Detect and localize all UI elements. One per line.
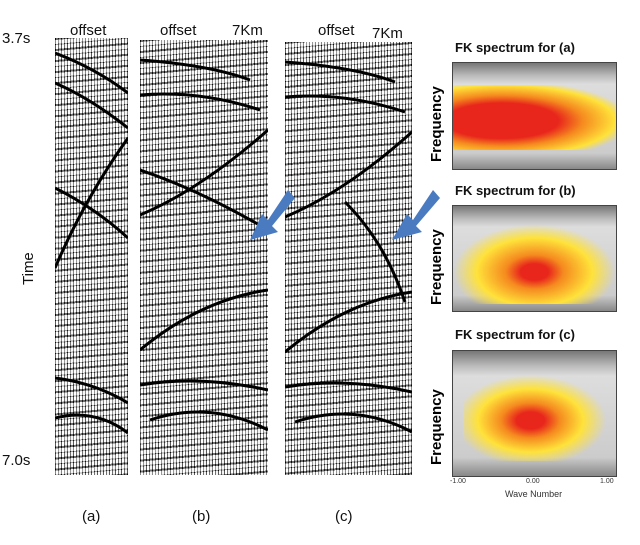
fk-title-b: FK spectrum for (b) [455, 183, 576, 198]
time-start-label: 3.7s [2, 30, 31, 47]
fk-xtick-max: 1.00 [600, 478, 614, 485]
panel-c-offset-label: offset [318, 22, 355, 39]
seismic-panel-a [55, 38, 128, 475]
panel-c-distance-label: 7Km [372, 25, 403, 42]
arrow-icon-b [250, 190, 295, 240]
fk-ylabel-b: Frequency [428, 229, 445, 305]
panel-b-caption: (b) [192, 508, 211, 525]
fk-xtick-min: -1.00 [450, 478, 466, 485]
fk-ylabel-a: Frequency [428, 86, 445, 162]
fk-spectrum-c [452, 350, 617, 477]
panel-b-distance-label: 7Km [232, 22, 263, 39]
fk-spectrum-a [452, 62, 617, 170]
time-end-label: 7.0s [2, 452, 31, 469]
fk-title-c: FK spectrum for (c) [455, 327, 575, 342]
arrow-icon-c [392, 190, 440, 240]
seismic-panel-b [140, 40, 268, 475]
panel-a-caption: (a) [82, 508, 101, 525]
fk-xtick-zero: 0.00 [526, 478, 540, 485]
seismic-panel-c [285, 42, 412, 475]
time-axis-label: Time [20, 252, 37, 285]
panel-b-offset-label: offset [160, 22, 197, 39]
fk-title-a: FK spectrum for (a) [455, 40, 575, 55]
panel-a-offset-label: offset [70, 22, 107, 39]
fk-xaxis-label: Wave Number [505, 489, 563, 499]
arrow-icons [250, 190, 440, 240]
panel-c-caption: (c) [335, 508, 353, 525]
fk-spectrum-b [452, 205, 617, 312]
fk-ylabel-c: Frequency [428, 389, 445, 465]
